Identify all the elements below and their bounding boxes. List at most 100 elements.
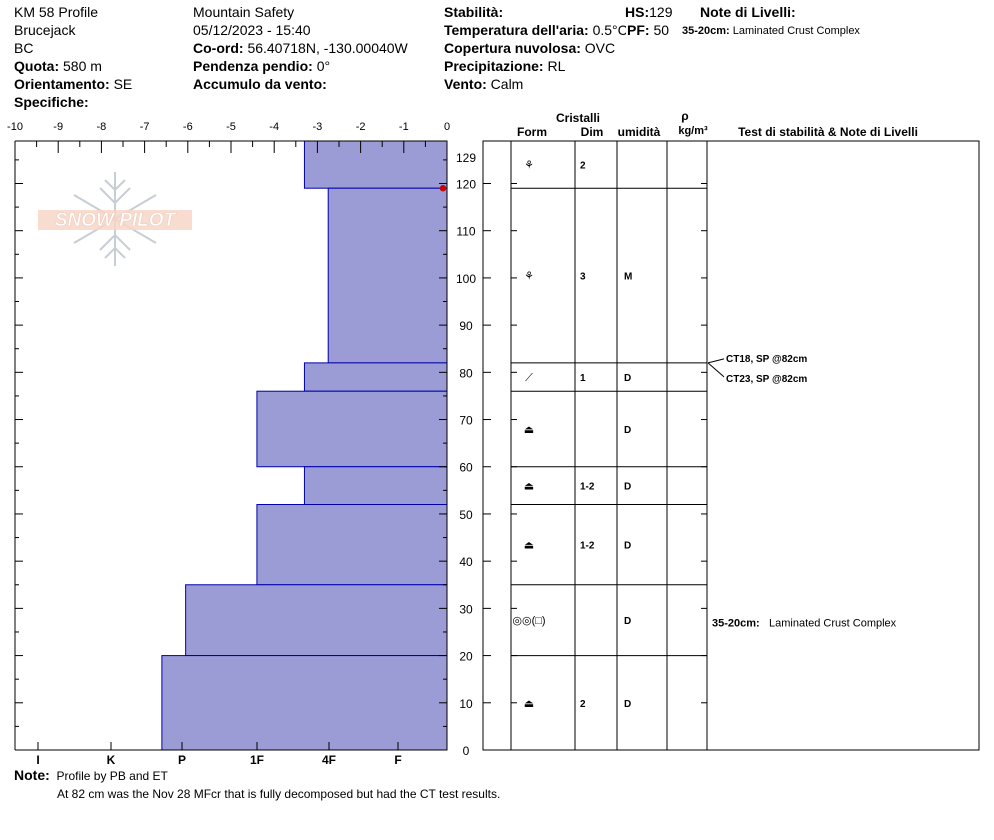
hardness-bar-2 bbox=[303, 362, 448, 392]
temp-tick-label: -4 bbox=[269, 121, 279, 133]
temp-tick-label: -1 bbox=[399, 121, 409, 133]
hardness-bar-7 bbox=[161, 655, 448, 751]
temp-tick-label: -3 bbox=[313, 121, 323, 133]
tests-header: Test di stabilità & Note di Livelli bbox=[738, 125, 918, 139]
header-col3: Stabilità: Temperatura dell'aria: 0.5°C … bbox=[444, 3, 628, 93]
layer-form-symbol: ⏏ bbox=[524, 698, 534, 710]
specifics-label: Specifiche: bbox=[14, 94, 89, 110]
height-tick-label: 40 bbox=[459, 555, 473, 569]
header-layer-note-range: 35-20cm: bbox=[682, 25, 730, 37]
temp-tick-label: -2 bbox=[356, 121, 366, 133]
air-temp-label: Temperatura dell'aria: bbox=[444, 22, 589, 38]
layer-size: 1 bbox=[580, 373, 586, 384]
pf-label: PF: bbox=[627, 22, 650, 38]
hardness-bar-4 bbox=[303, 466, 448, 506]
header-col1: KM 58 Profile Brucejack BC Quota: 580 m … bbox=[14, 3, 132, 111]
hardness-label: K bbox=[107, 753, 116, 767]
height-top-label: 129 bbox=[456, 151, 476, 165]
elevation-value: 580 m bbox=[63, 58, 102, 74]
size-header: Dim bbox=[581, 125, 604, 139]
temp-tick-label: 0 bbox=[444, 121, 450, 133]
height-tick-label: 100 bbox=[456, 272, 476, 286]
layer-form-symbol: ⟋ bbox=[525, 372, 533, 384]
moisture-header: umidità bbox=[618, 125, 661, 139]
layer-notes-label: Note di Livelli: bbox=[700, 4, 796, 20]
density-header: kg/m³ bbox=[678, 125, 708, 137]
aspect-label: Orientamento: bbox=[14, 76, 110, 92]
wind-load-label: Accumulo da vento: bbox=[193, 76, 327, 92]
hardness-label: I bbox=[36, 753, 39, 767]
hardness-bar-0 bbox=[303, 140, 448, 189]
air-temp-marker bbox=[439, 185, 447, 192]
layer-moisture: D bbox=[624, 699, 631, 710]
hardness-label: 4F bbox=[322, 753, 336, 767]
height-tick-label: 60 bbox=[459, 461, 473, 475]
layer-size: 3 bbox=[580, 272, 586, 283]
hardness-bar-3 bbox=[256, 390, 448, 468]
region: BC bbox=[14, 40, 34, 56]
layer-form-symbol: ◎◎(□) bbox=[512, 615, 545, 627]
layer-moisture: D bbox=[624, 482, 631, 493]
layer-size: 2 bbox=[580, 161, 586, 172]
profile-title: KM 58 Profile bbox=[14, 4, 99, 20]
height-tick-label: 30 bbox=[459, 602, 473, 616]
height-tick-label: 80 bbox=[459, 366, 473, 380]
hs-value: 129 bbox=[649, 4, 673, 20]
layer-size: 2 bbox=[580, 699, 586, 710]
hardness-bar-6 bbox=[185, 584, 448, 657]
temp-tick-label: -9 bbox=[53, 121, 63, 133]
hardness-bar-5 bbox=[256, 504, 448, 586]
header-layer-note-text: Laminated Crust Complex bbox=[732, 25, 860, 37]
test-pointer bbox=[707, 362, 725, 378]
wind-label: Vento: bbox=[444, 76, 487, 92]
layer-size: 1-2 bbox=[580, 541, 595, 552]
coord-value: 56.40718N, -130.00040W bbox=[247, 40, 408, 56]
temp-tick-label: -10 bbox=[7, 121, 23, 133]
height-tick-label: 120 bbox=[456, 177, 476, 191]
snow-profile-chart: SNOW PILOT -10 -9 -8 -7 -6 -5 -4 -3 -2 -1 00102030… bbox=[7, 109, 980, 767]
aspect-value: SE bbox=[113, 76, 133, 92]
header-col2: Mountain Safety 05/12/2023 - 15:40 Co-or… bbox=[193, 3, 408, 93]
notes: Note: Profile by PB and ET At 82 cm was … bbox=[14, 766, 500, 803]
stability-test-1: CT18, SP @82cm bbox=[726, 354, 807, 365]
pf-value: 50 bbox=[653, 22, 670, 38]
hardness-label: P bbox=[178, 753, 186, 767]
header-hs: HS:129 bbox=[625, 3, 672, 21]
notes-label: Note: bbox=[14, 767, 50, 783]
slope-label: Pendenza pendio: bbox=[193, 58, 313, 74]
snowpilot-logo: SNOW PILOT bbox=[38, 172, 192, 266]
layer-form-symbol: ⏏ bbox=[524, 481, 534, 493]
notes-line-2: At 82 cm was the Nov 28 MFcr that is ful… bbox=[57, 787, 501, 801]
temp-tick-label: -5 bbox=[226, 121, 236, 133]
height-tick-label: 10 bbox=[459, 697, 473, 711]
notes-line-1: Profile by PB and ET bbox=[56, 769, 168, 783]
header-pf: PF: 50 bbox=[626, 21, 670, 39]
hardness-label: F bbox=[394, 753, 401, 767]
test-pointer bbox=[707, 358, 725, 364]
location: Brucejack bbox=[14, 22, 76, 38]
hardness-bar-1 bbox=[327, 187, 448, 364]
rho-header: ρ bbox=[681, 109, 688, 123]
layer-comment-text: Laminated Crust Complex bbox=[769, 618, 897, 630]
layer-comment-range: 35-20cm: bbox=[712, 618, 760, 630]
precip-value: RL bbox=[547, 58, 566, 74]
height-tick-label: 110 bbox=[456, 225, 475, 239]
hs-label: HS: bbox=[625, 4, 650, 20]
hardness-label: 1F bbox=[250, 753, 264, 767]
elevation-label: Quota: bbox=[14, 58, 60, 74]
layer-form-symbol: ⚘ bbox=[524, 271, 534, 283]
layer-moisture: D bbox=[624, 616, 631, 627]
height-tick-label: 90 bbox=[459, 319, 473, 333]
layer-size: 1-2 bbox=[580, 482, 595, 493]
table-frame bbox=[482, 140, 980, 751]
height-tick-label: 0 bbox=[463, 744, 470, 758]
coord-label: Co-ord: bbox=[193, 40, 244, 56]
temp-tick-label: -7 bbox=[140, 121, 150, 133]
layer-form-symbol: ⏏ bbox=[524, 540, 534, 552]
cloud-label: Copertura nuvolosa: bbox=[444, 40, 581, 56]
layer-form-symbol: ⚘ bbox=[524, 160, 534, 172]
wind-value: Calm bbox=[490, 76, 524, 92]
cloud-value: OVC bbox=[584, 40, 616, 56]
organization: Mountain Safety bbox=[193, 4, 295, 20]
header-layer-note: 35-20cm: Laminated Crust Complex bbox=[682, 22, 860, 40]
